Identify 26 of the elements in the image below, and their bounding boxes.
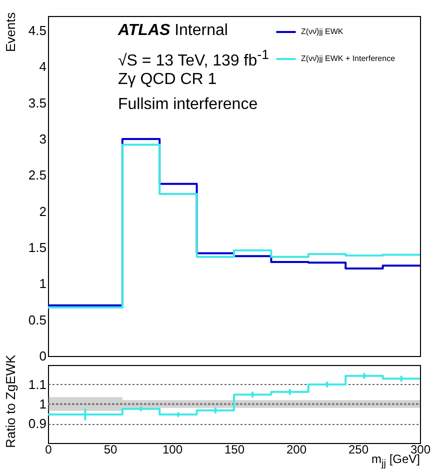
x-tick-label: 150 bbox=[224, 442, 245, 456]
y-tick-label: 2.5 bbox=[28, 168, 46, 183]
y-tick-label: 1.5 bbox=[28, 240, 46, 255]
y-tick-label: 1 bbox=[39, 396, 46, 412]
y-tick-label: 4.5 bbox=[28, 22, 46, 38]
annotation: √S = 13 TeV, 139 fb$^{-1}$ bbox=[118, 46, 269, 70]
y-axis-title: Ratio to ZgEWK bbox=[3, 354, 18, 448]
x-tick-label: 50 bbox=[104, 442, 118, 456]
y-tick-label: 1 bbox=[39, 276, 46, 292]
y-tick-label: 2 bbox=[39, 204, 46, 219]
annotation: Zγ QCD CR 1 bbox=[118, 71, 217, 89]
y-tick-label: 3 bbox=[39, 131, 46, 146]
legend-label: Z(νν̄)jj EWK bbox=[301, 27, 344, 36]
x-tick-label: 200 bbox=[286, 442, 307, 456]
x-tick-label: 100 bbox=[162, 442, 183, 456]
annotation: ATLAS Internal bbox=[118, 22, 228, 39]
y-axis-title: Events bbox=[3, 12, 18, 52]
y-tick-label: 0.9 bbox=[28, 416, 46, 431]
y-tick-label: 1.1 bbox=[28, 377, 46, 392]
annotation: Fullsim interference bbox=[118, 96, 258, 114]
y-tick-label: 0.5 bbox=[28, 312, 46, 328]
y-tick-label: 0 bbox=[39, 348, 46, 364]
y-tick-label: 3.5 bbox=[28, 95, 46, 110]
y-tick-label: 4 bbox=[39, 59, 46, 74]
x-tick-label: 250 bbox=[348, 442, 369, 456]
legend-label: Z(νν̄)jj EWK + Interference bbox=[301, 54, 396, 63]
